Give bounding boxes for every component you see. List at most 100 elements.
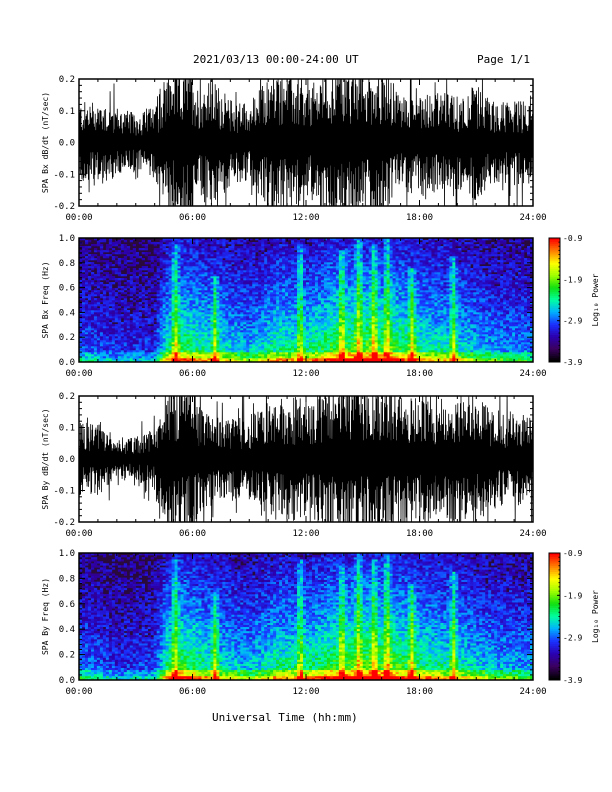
spectrogram-cell [300, 314, 304, 317]
spectrogram-cell [201, 350, 205, 353]
spectrogram-cell [231, 260, 235, 263]
spectrogram-cell [240, 240, 244, 243]
spectrogram-cell [317, 354, 322, 357]
spectrogram-cell [222, 332, 226, 335]
spectrogram-cell [144, 246, 148, 249]
spectrogram-cell [261, 356, 265, 359]
spectrogram-cell [165, 256, 169, 259]
spectrogram-cell [306, 278, 310, 281]
spectrogram-cell [273, 278, 277, 281]
spectrogram-cell [297, 274, 301, 277]
spectrogram-cell [144, 308, 148, 311]
spectrogram-cell [165, 306, 169, 309]
spectrogram-cell [308, 312, 313, 315]
spectrogram-cell [240, 276, 244, 279]
spectrogram-cell [165, 332, 169, 335]
spectrogram-cell [141, 288, 146, 291]
spectrogram-cell [303, 276, 307, 279]
spectrogram-cell [323, 300, 328, 303]
spectrogram-cell [153, 294, 157, 297]
spectrogram-cell [120, 334, 125, 337]
spectrogram-cell [177, 292, 181, 295]
spectrogram-cell [180, 324, 184, 327]
spectrogram-cell [213, 320, 217, 323]
spectrogram-cell [195, 252, 199, 255]
spectrogram-cell [303, 246, 307, 249]
spectrogram-cell [165, 356, 169, 359]
spectrogram-cell [282, 350, 286, 353]
spectrogram-cell [261, 286, 265, 289]
spectrogram-cell [237, 336, 241, 339]
spectrogram-cell [144, 312, 148, 315]
spectrogram-cell [276, 292, 280, 295]
spectrogram-cell [225, 330, 229, 333]
spectrogram-cell [285, 298, 289, 301]
spectrogram-cell [261, 266, 265, 269]
spectrogram-cell [246, 298, 250, 301]
spectrogram-cell [87, 324, 92, 327]
spectrogram-cell [323, 344, 328, 347]
spectrogram-cell [162, 274, 166, 277]
spectrogram-cell [216, 316, 220, 319]
spectrogram-cell [204, 358, 208, 361]
spectrogram-cell [180, 358, 184, 361]
spectrogram-cell [174, 282, 178, 285]
spectrogram-cell [96, 310, 101, 313]
spectrogram-cell [183, 360, 187, 363]
spectrogram-cell [162, 288, 166, 291]
spectrogram-cell [198, 300, 202, 303]
spectrogram-cell [276, 314, 280, 317]
spectrogram-cell [168, 310, 172, 313]
spectrogram-cell [153, 276, 157, 279]
spectrogram-cell [207, 242, 211, 245]
spectrogram-cell [314, 304, 319, 307]
spectrogram-cell [261, 320, 265, 323]
spectrogram-cell [246, 360, 250, 363]
spectrogram-cell [276, 334, 280, 337]
spectrogram-cell [79, 328, 83, 331]
spectrogram-cell [189, 270, 193, 273]
spectrogram-cell [150, 354, 154, 357]
spectrogram-cell [332, 350, 337, 353]
spectrogram-cell [204, 320, 208, 323]
page-title: 2021/03/13 00:00-24:00 UT [193, 53, 359, 66]
spectrogram-cell [216, 280, 220, 283]
spectrogram-cell [87, 336, 92, 339]
spectrogram-cell [189, 274, 193, 277]
spectrogram-cell [300, 242, 304, 245]
spectrogram-cell [144, 334, 148, 337]
spectrogram-cell [243, 276, 247, 279]
spectrogram-cell [165, 260, 169, 263]
spectrogram-cell [84, 320, 89, 323]
spectrogram-cell [90, 332, 95, 335]
spectrogram-cell [144, 328, 148, 331]
spectrogram-cell [222, 328, 226, 331]
spectrogram-cell [79, 340, 83, 343]
spectrogram-cell [249, 290, 253, 293]
spectrogram-cell [165, 358, 169, 361]
spectrogram-cell [219, 252, 223, 255]
spectrogram-cell [246, 336, 250, 339]
spectrogram-cell [288, 284, 292, 287]
spectrogram-cell [329, 268, 334, 271]
spectrogram-cell [255, 354, 259, 357]
spectrogram-cell [303, 280, 307, 283]
spectrogram-cell [282, 250, 286, 253]
spectrogram-cell [192, 260, 196, 263]
spectrogram-cell [317, 334, 322, 337]
spectrogram-cell [126, 252, 131, 255]
spectrogram-cell [329, 332, 334, 335]
spectrogram-cell [147, 296, 151, 299]
spectrogram-cell [216, 274, 220, 277]
spectrogram-cell [180, 282, 184, 285]
spectrogram-cell [180, 246, 184, 249]
spectrogram-cell [174, 324, 178, 327]
spectrogram-cell [237, 276, 241, 279]
spectrogram-cell [201, 252, 205, 255]
spectrogram-cell [81, 324, 86, 327]
spectrogram-cell [225, 348, 229, 351]
spectrogram-cell [93, 258, 98, 261]
spectrogram-cell [243, 350, 247, 353]
spectrogram-cell [317, 358, 322, 361]
spectrogram-cell [189, 312, 193, 315]
